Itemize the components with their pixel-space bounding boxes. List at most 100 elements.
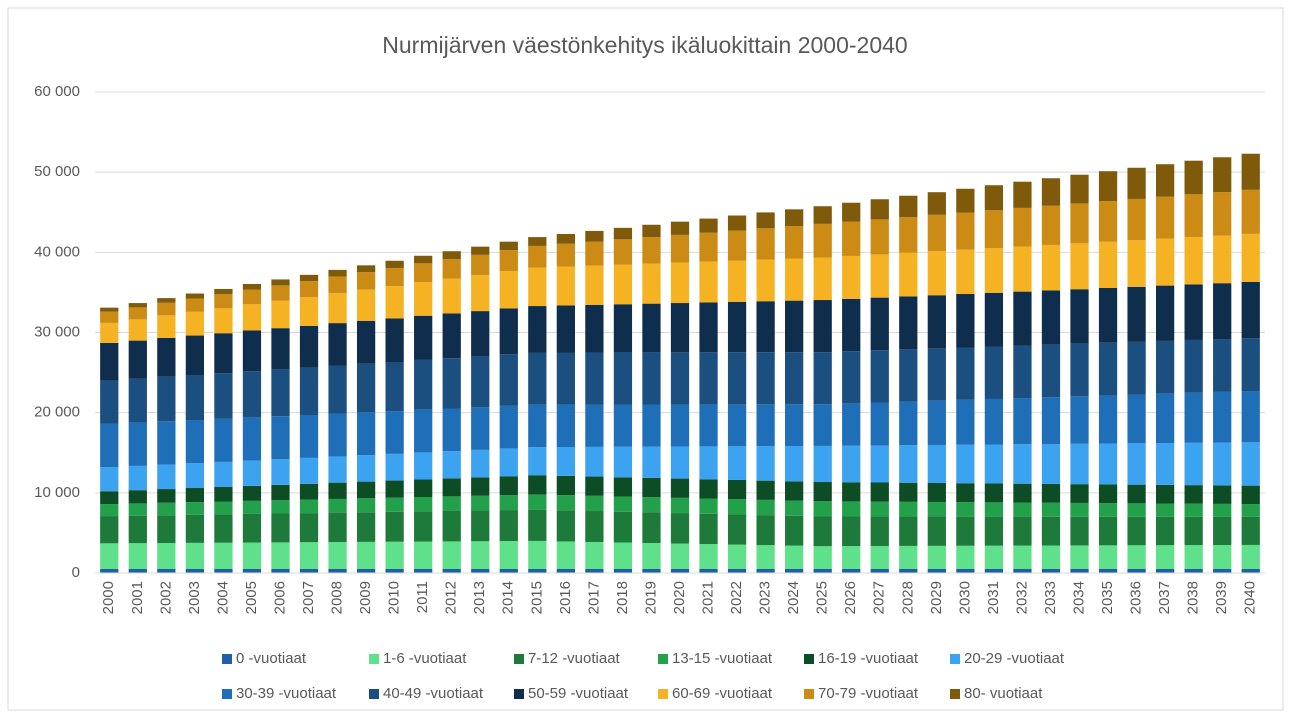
- x-tick-label: 2006: [271, 581, 288, 614]
- bar-segment: [642, 497, 661, 513]
- bar-segment: [585, 230, 604, 242]
- bar-segment: [1127, 516, 1146, 546]
- bar-segment: [699, 352, 718, 405]
- bar-segment: [699, 513, 718, 545]
- bar-segment: [1098, 545, 1118, 569]
- bar-segment: [157, 568, 176, 573]
- bar-segment: [100, 504, 119, 517]
- bar-segment: [1098, 342, 1118, 396]
- bar-segment: [471, 311, 490, 357]
- bar-segment: [870, 482, 889, 502]
- bar-segment: [271, 484, 290, 501]
- bar-segment: [1070, 396, 1089, 444]
- bar-segment: [927, 295, 946, 349]
- y-tick-label: 60 000: [34, 83, 80, 100]
- bar-segment: [356, 541, 376, 569]
- bar-segment: [499, 510, 518, 542]
- bar-segment: [471, 449, 490, 478]
- bar-segment: [813, 352, 832, 405]
- legend-label: 80- vuotiaat: [964, 685, 1043, 702]
- bar-segment: [328, 498, 347, 513]
- bar-segment: [414, 409, 433, 453]
- legend-swatch: [514, 689, 524, 699]
- x-tick-label: 2003: [186, 581, 203, 614]
- bar-segment: [1098, 171, 1118, 202]
- bar-segment: [385, 511, 404, 542]
- legend-swatch: [222, 689, 232, 699]
- bar-segment: [328, 276, 347, 294]
- bar-segment: [785, 209, 804, 227]
- bar-segment: [1155, 340, 1175, 394]
- bar-segment: [328, 456, 347, 483]
- bar-segment: [271, 568, 290, 573]
- bar-segment: [385, 411, 404, 454]
- bar-segment: [927, 400, 946, 445]
- bar-segment: [727, 215, 747, 231]
- bar-segment: [499, 448, 518, 477]
- bar-segment: [1184, 545, 1203, 569]
- bar-segment: [842, 445, 861, 483]
- bar-segment: [128, 307, 147, 320]
- bar-segment: [100, 311, 119, 323]
- bar-segment: [1184, 339, 1203, 393]
- bar-segment: [613, 477, 633, 497]
- x-tick-label: 2025: [814, 581, 831, 614]
- bar-segment: [813, 257, 832, 301]
- bar-segment: [613, 352, 633, 405]
- x-tick-label: 2013: [471, 581, 488, 614]
- bar-segment: [242, 513, 262, 543]
- x-tick-label: 2016: [557, 581, 574, 614]
- x-tick-label: 2007: [300, 581, 317, 614]
- bar-segment: [756, 515, 775, 546]
- bar-segment: [785, 481, 804, 501]
- bar-segment: [100, 307, 119, 312]
- bar-segment: [813, 482, 832, 502]
- bar-segment: [1070, 203, 1089, 244]
- bar-segment: [1070, 243, 1089, 290]
- bar-segment: [699, 232, 718, 262]
- bar-segment: [1213, 503, 1232, 517]
- bar-segment: [1041, 397, 1061, 445]
- bar-segment: [214, 542, 233, 569]
- bar-segment: [699, 404, 718, 447]
- bar-segment: [585, 352, 604, 405]
- bar-segment: [185, 542, 205, 569]
- bar-segment: [185, 311, 205, 336]
- legend-label: 60-69 -vuotiaat: [672, 685, 773, 702]
- bar-segment: [1013, 545, 1032, 569]
- bar-segment: [1098, 484, 1118, 504]
- bar-segment: [271, 542, 290, 569]
- bar-segment: [585, 446, 604, 477]
- bar-segment: [128, 543, 147, 569]
- bar-segment: [1241, 485, 1260, 505]
- bar-segment: [785, 404, 804, 447]
- bar-segment: [756, 228, 775, 260]
- bar-segment: [727, 301, 747, 353]
- x-tick-label: 2032: [1013, 581, 1030, 614]
- bar-segment: [328, 323, 347, 366]
- bar-segment: [670, 568, 690, 573]
- x-tick-label: 2034: [1070, 581, 1087, 614]
- bar-segment: [100, 322, 119, 343]
- bar-segment: [499, 250, 518, 272]
- bar-segment: [699, 479, 718, 499]
- bar-segment: [556, 447, 575, 476]
- bar-segment: [1041, 344, 1061, 398]
- bar-segment: [727, 404, 747, 447]
- bar-segment: [385, 260, 404, 268]
- bar-segment: [471, 246, 490, 255]
- bar-segment: [1241, 442, 1260, 486]
- bar-segment: [242, 568, 262, 573]
- bar-segment: [613, 264, 633, 305]
- bar-segment: [528, 540, 547, 569]
- bar-segment: [185, 335, 205, 375]
- bar-segment: [727, 479, 747, 500]
- bar-segment: [585, 476, 604, 496]
- x-tick-label: 2019: [642, 581, 659, 614]
- bar-segment: [984, 185, 1004, 211]
- bar-segment: [128, 340, 147, 379]
- bar-segment: [1213, 516, 1232, 546]
- y-tick-label: 0: [72, 564, 80, 581]
- bar-segment: [1070, 516, 1089, 546]
- bar-segment: [870, 199, 889, 220]
